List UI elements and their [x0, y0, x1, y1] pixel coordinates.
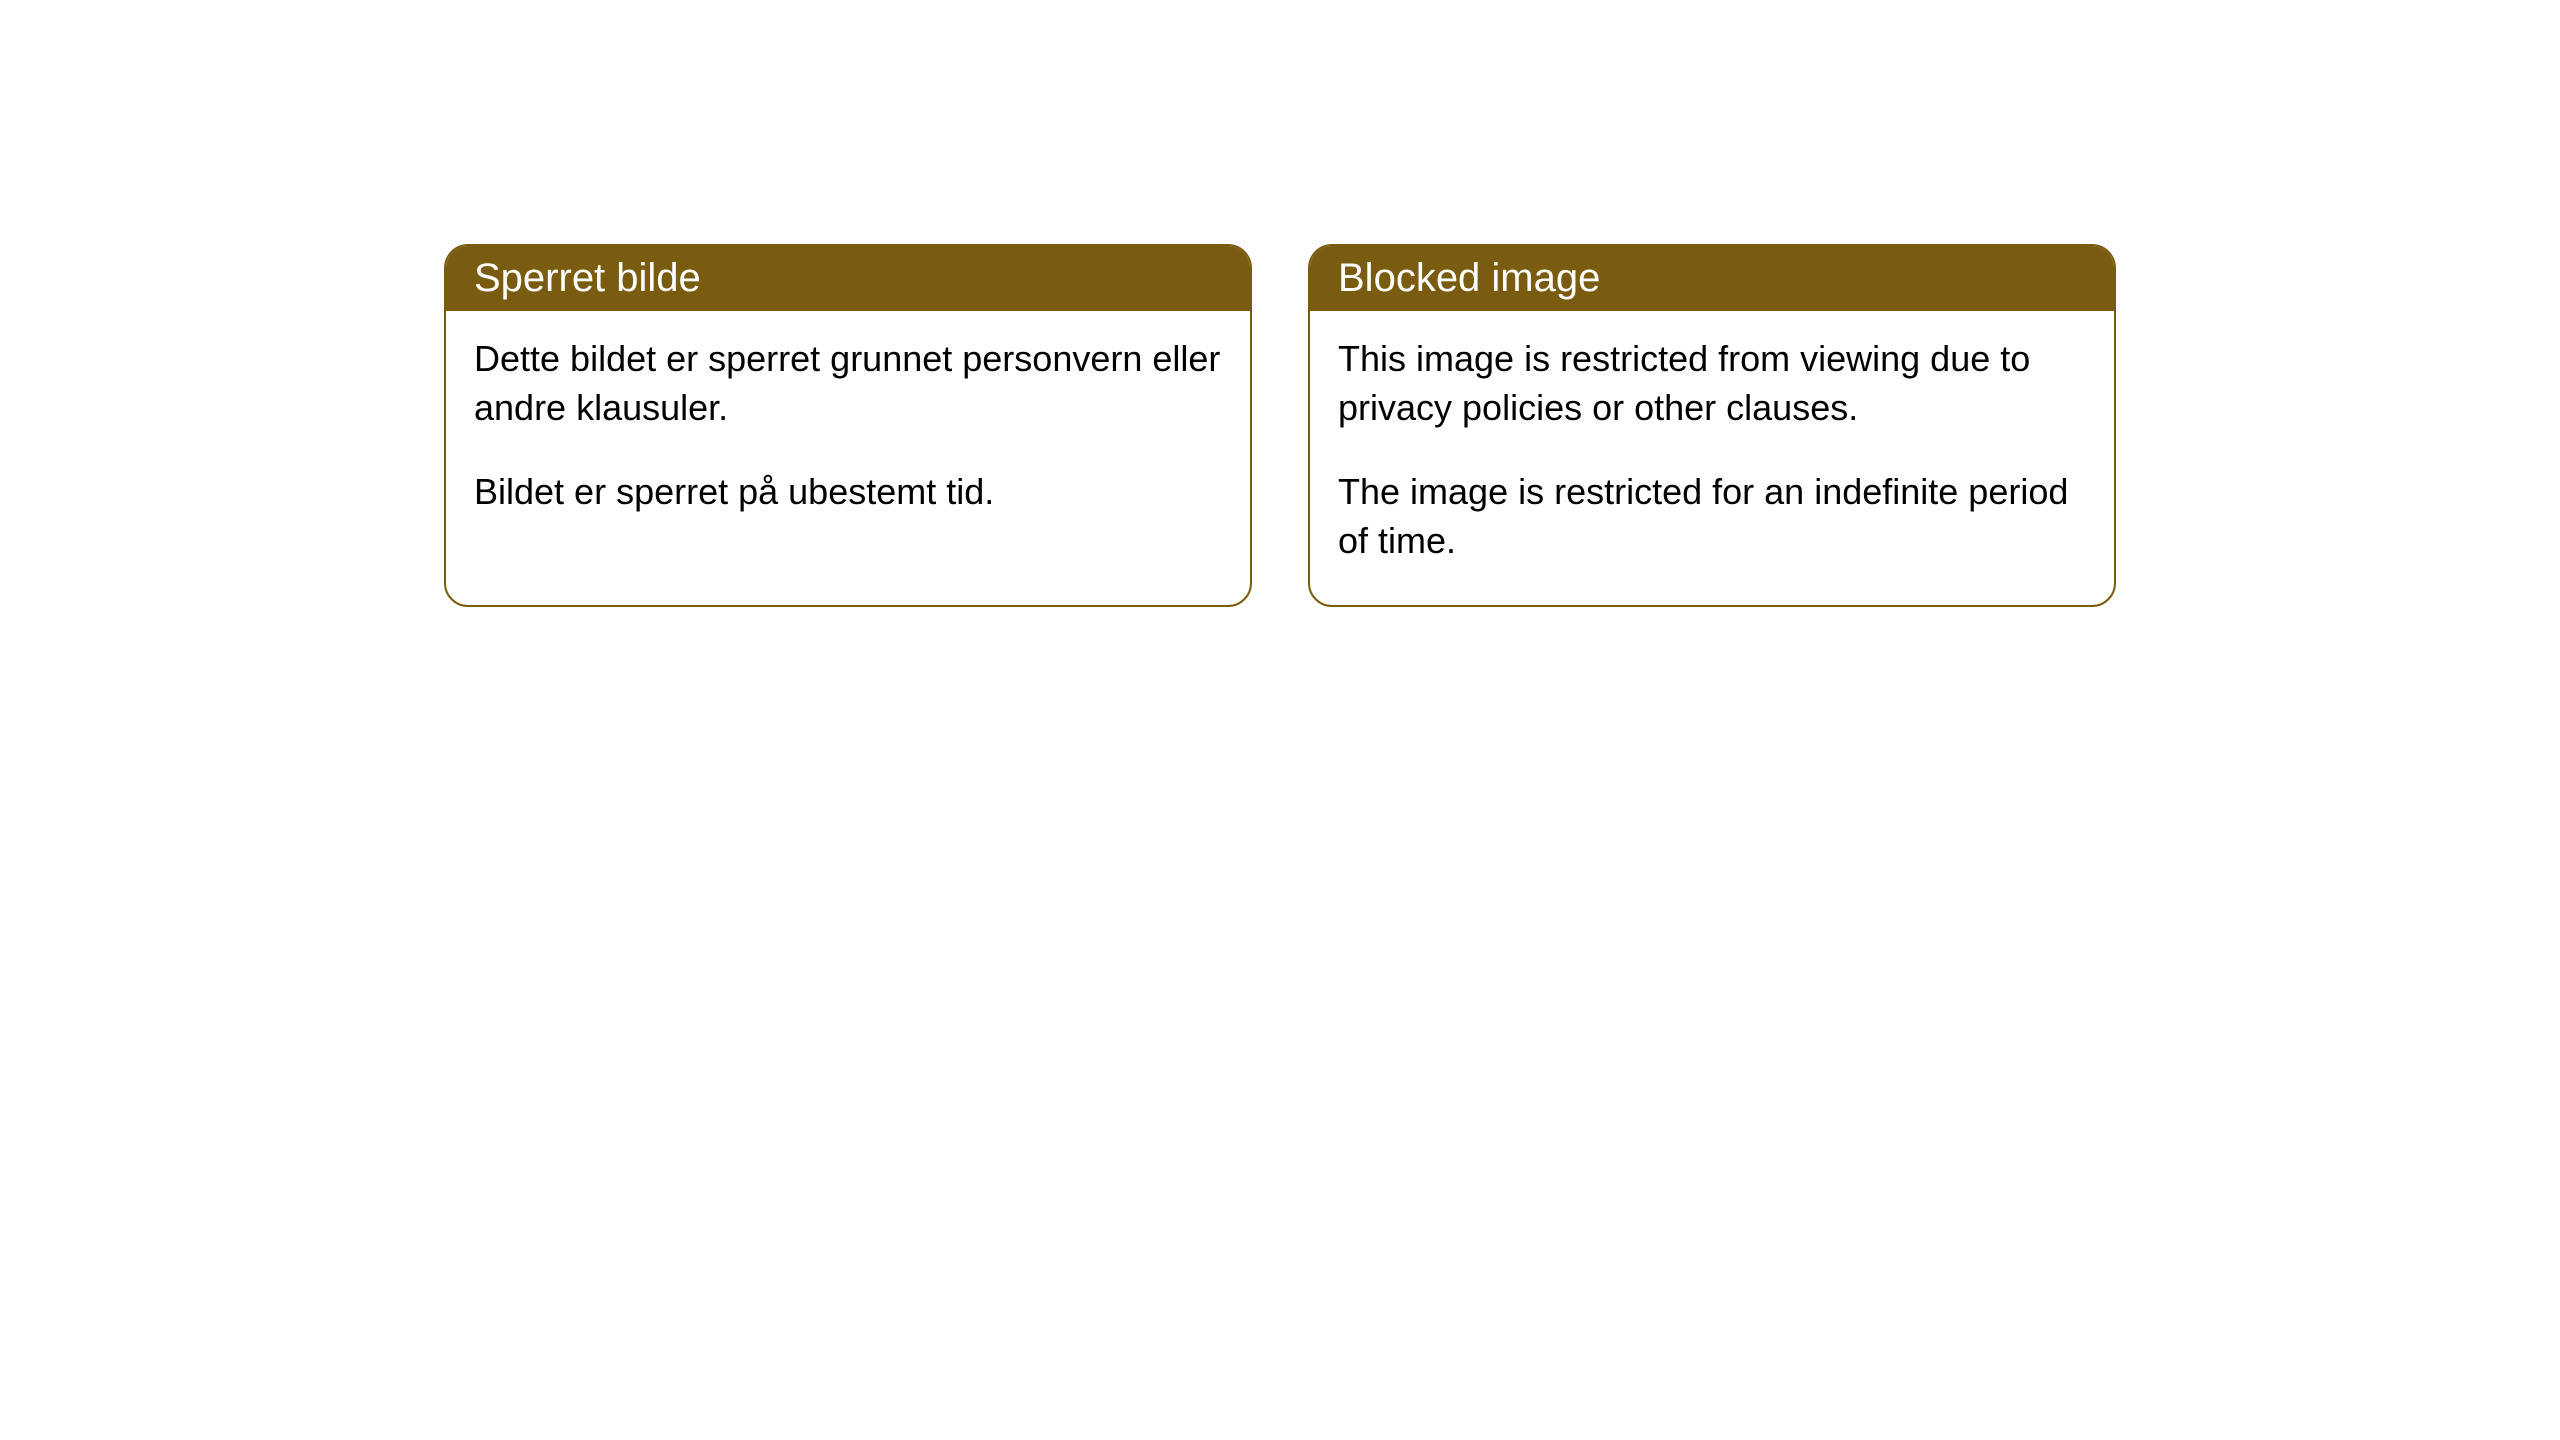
- card-body-no: Dette bildet er sperret grunnet personve…: [446, 311, 1250, 557]
- card-header-no: Sperret bilde: [446, 246, 1250, 311]
- blocked-image-card-no: Sperret bilde Dette bildet er sperret gr…: [444, 244, 1252, 607]
- cards-container: Sperret bilde Dette bildet er sperret gr…: [0, 0, 2560, 607]
- card-paragraph-no-2: Bildet er sperret på ubestemt tid.: [474, 468, 1222, 517]
- card-header-en: Blocked image: [1310, 246, 2114, 311]
- card-paragraph-en-2: The image is restricted for an indefinit…: [1338, 468, 2086, 565]
- card-paragraph-no-1: Dette bildet er sperret grunnet personve…: [474, 335, 1222, 432]
- card-body-en: This image is restricted from viewing du…: [1310, 311, 2114, 605]
- card-paragraph-en-1: This image is restricted from viewing du…: [1338, 335, 2086, 432]
- blocked-image-card-en: Blocked image This image is restricted f…: [1308, 244, 2116, 607]
